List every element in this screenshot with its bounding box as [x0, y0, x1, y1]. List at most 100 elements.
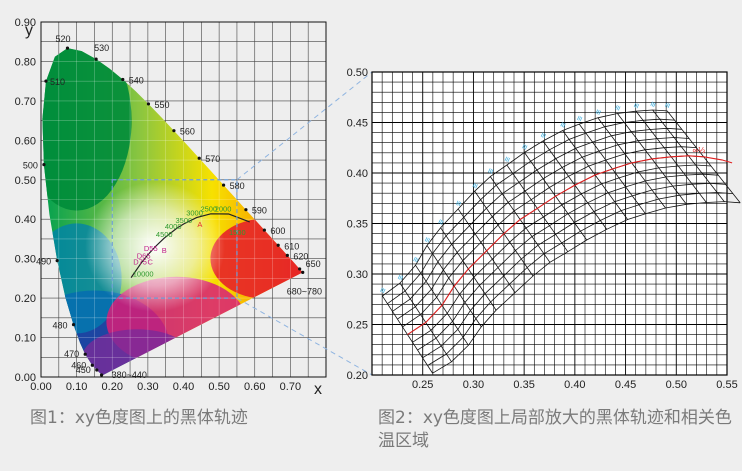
wavelength-label-620: 620: [293, 251, 308, 261]
wavelength-dot: [285, 253, 289, 257]
plot-frame: [40, 21, 327, 378]
isotemp-row: [382, 109, 668, 297]
wavelength-label-490: 490: [36, 257, 51, 267]
figure2-zoomed-diagram: ≡≡≡≡≡≡≡≡≡≡≡≡≡≡ ≡ ≡ ≡ ≡∞⅓0.25 0.30 0.35 0.40 0.45…: [347, 67, 741, 391]
isotherm-cct-marker: ≡: [593, 108, 604, 117]
isotemp-row: [427, 192, 733, 366]
green-region: [42, 48, 132, 211]
source-label-D75: D75: [133, 258, 147, 267]
zoom-frame: [371, 71, 728, 376]
cct-label-1500: 1500: [229, 228, 246, 237]
wavelength-dot: [71, 323, 76, 327]
zoom-x-tick-label: 0.30: [463, 379, 484, 391]
zoom-planckian-locus: [407, 155, 733, 336]
cct-label-2000: 2000: [215, 204, 232, 213]
wavelength-dot: [42, 163, 46, 167]
wavelength-label-580: 580: [230, 181, 245, 191]
planckian-locus: [130, 213, 250, 278]
cct-label-2500: 2500: [200, 204, 217, 213]
wavelength-dot: [172, 129, 176, 133]
wavelength-label-610: 610: [284, 241, 299, 251]
wavelength-label-680~780: 680~780: [287, 286, 322, 296]
isotemp-row: [412, 164, 712, 343]
connector-bottom: [236, 297, 373, 376]
source-label-A: A: [197, 220, 202, 229]
y-tick-label: 0.00: [15, 372, 36, 384]
zoom-y-tick-label: 0.50: [347, 67, 368, 79]
zoom-y-tick-label: 0.25: [347, 320, 368, 332]
y-tick-label: 0.40: [15, 214, 36, 226]
cct-label-10000: 10000: [133, 269, 154, 278]
isotherm-cct-marker: ≡: [557, 120, 568, 129]
wavelength-dot: [55, 259, 59, 263]
wavelength-dot: [121, 77, 125, 82]
zoom-y-tick-label: 0.20: [347, 370, 368, 382]
y-tick-label: 0.50: [15, 175, 36, 187]
zoom-x-tick-label: 0.45: [615, 379, 636, 391]
cct-label-3000: 3000: [186, 208, 203, 217]
wavelength-dot: [298, 267, 302, 271]
figure2-caption: 图2：xy色度图上局部放大的黑体轨迹和相关色温区域: [378, 408, 732, 451]
zoom-y-tick-label: 0.45: [347, 118, 368, 130]
isotherm-cct-marker: ≡: [538, 131, 549, 140]
wavelength-label-570: 570: [205, 154, 220, 164]
connector-top: [236, 71, 373, 181]
y-tick-label: 0.70: [15, 96, 36, 108]
wavelength-dot: [94, 57, 98, 61]
wavelength-label-480: 480: [52, 321, 67, 331]
zoom-connector-lines: [236, 71, 373, 376]
wavelength-dot: [95, 368, 99, 372]
y-tick-label: 0.60: [15, 135, 36, 147]
isotherm-cct-marker: ≡: [410, 255, 421, 264]
isotherm-cct-marker: ≡: [422, 235, 433, 244]
x-axis-label: x: [314, 381, 322, 398]
wavelength-label-590: 590: [252, 206, 267, 216]
wavelength-label-540: 540: [129, 75, 144, 85]
isotherm-cct-marker: ≡: [647, 100, 658, 109]
source-label-D65: D65: [137, 252, 151, 261]
wavelength-label-520: 520: [55, 34, 70, 44]
isotherm-cct-marker: ≡: [631, 101, 642, 110]
zoom-y-tick-label: 0.40: [347, 168, 368, 180]
wavelength-dot: [197, 156, 201, 160]
cct-label-4500: 4500: [156, 230, 173, 239]
x-tick-label: 0.00: [30, 381, 51, 393]
wavelength-label-600: 600: [270, 226, 285, 236]
isotemp-row: [387, 118, 675, 305]
wavelength-dot: [244, 208, 248, 212]
x-tick-label: 0.30: [137, 381, 158, 393]
wavelength-dot: [262, 228, 266, 232]
isotemp-row: [397, 137, 690, 320]
wavelength-label-530: 530: [94, 43, 109, 53]
wavelength-label-500: 500: [23, 161, 38, 171]
y-tick-label: 0.10: [15, 333, 36, 345]
x-tick-label: 0.10: [66, 381, 87, 393]
isotherm-cct-marker: ≡: [574, 114, 585, 123]
zoom-y-tick-label: 0.30: [347, 269, 368, 281]
zoom-x-tick-label: 0.40: [564, 379, 585, 391]
wavelength-dot: [99, 373, 104, 377]
wavelength-dot: [221, 183, 226, 187]
wavelength-dot: [90, 363, 94, 367]
zoom-region-box: [111, 179, 238, 299]
x-tick-label: 0.50: [208, 381, 229, 393]
gamut-fill: [42, 48, 303, 375]
source-label-B: B: [162, 246, 167, 255]
isotherm-cct-marker: ≡: [453, 199, 464, 208]
zoom-y-tick-label: 0.35: [347, 219, 368, 231]
wavelength-label-550: 550: [154, 100, 169, 110]
isotherm-cct-marker: ≡: [395, 273, 406, 282]
x-tick-label: 0.60: [244, 381, 265, 393]
wavelength-dot: [83, 352, 87, 356]
isotherm-cct-marker: ≡: [502, 155, 513, 164]
y-tick-label: 0.80: [15, 56, 36, 68]
wavelength-label-650: 650: [306, 259, 321, 269]
x-tick-label: 0.70: [280, 381, 301, 393]
source-label-C: C: [147, 258, 153, 267]
wavelength-dot: [301, 270, 305, 274]
wavelength-label-450: 450: [76, 365, 91, 375]
isotemp-row: [402, 146, 697, 328]
isotherm-cct-marker: ≡: [435, 218, 446, 227]
isotemp-row: [432, 201, 741, 374]
